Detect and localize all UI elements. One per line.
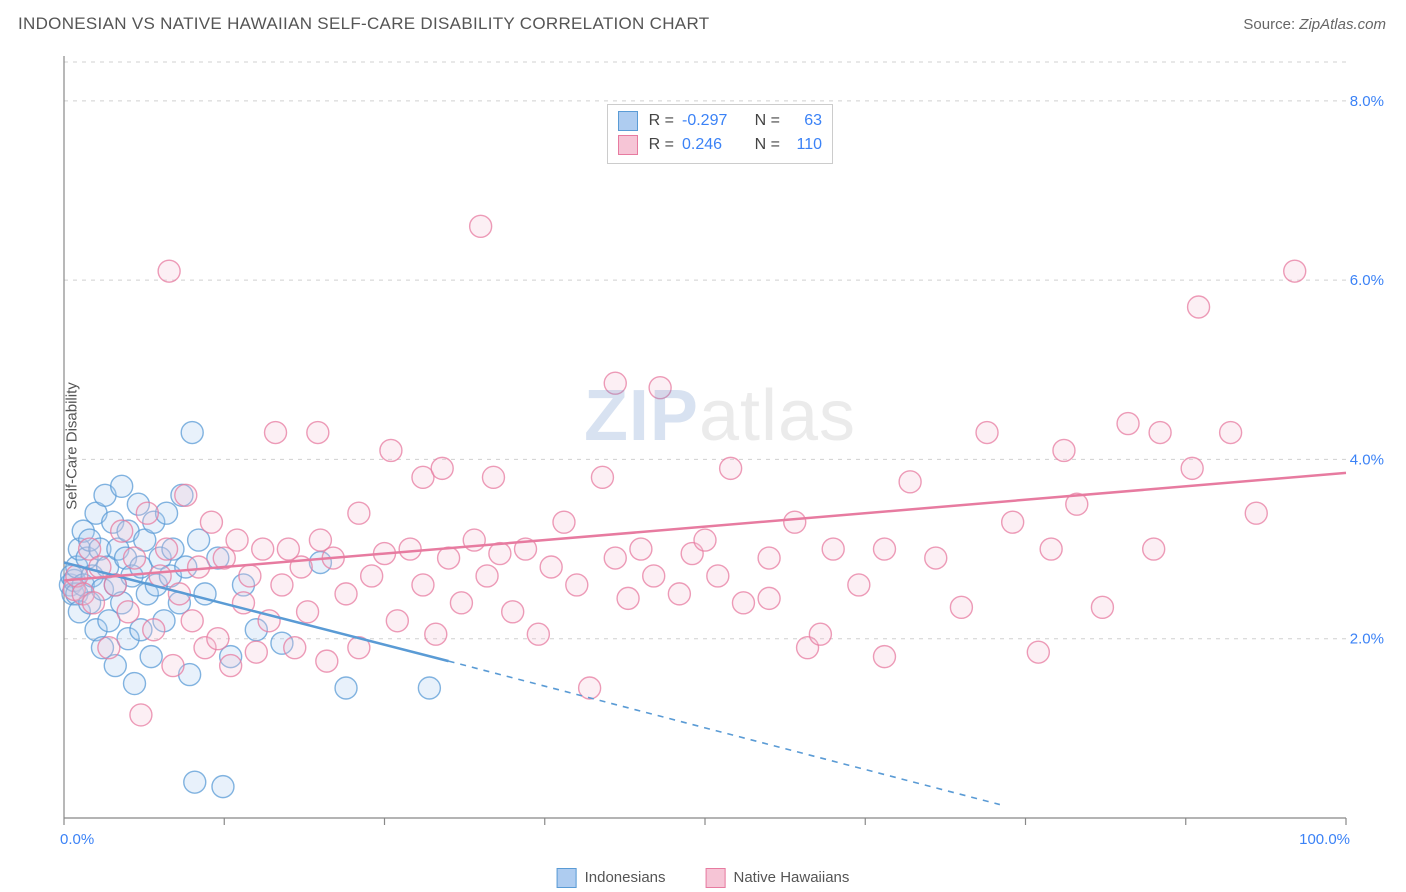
stats-n-label: N = <box>752 133 780 157</box>
svg-text:0.0%: 0.0% <box>60 831 94 848</box>
svg-text:4.0%: 4.0% <box>1350 451 1384 468</box>
stats-swatch <box>618 111 638 131</box>
stats-n-label: N = <box>752 109 780 133</box>
svg-text:2.0%: 2.0% <box>1350 631 1384 648</box>
source-label: Source: <box>1243 16 1295 33</box>
chart-title: INDONESIAN VS NATIVE HAWAIIAN SELF-CARE … <box>18 14 709 34</box>
bottom-legend: Indonesians Native Hawaiians <box>557 868 850 888</box>
stats-swatch <box>618 135 638 155</box>
stats-legend-box: R = -0.297 N = 63 R = 0.246 N = 110 <box>607 104 833 164</box>
svg-text:8.0%: 8.0% <box>1350 93 1384 110</box>
legend-item: Indonesians <box>557 868 666 888</box>
svg-text:100.0%: 100.0% <box>1299 831 1350 848</box>
chart-source: Source: ZipAtlas.com <box>1243 16 1386 33</box>
stats-r-label: R = <box>646 109 674 133</box>
legend-swatch <box>706 868 726 888</box>
chart-container: INDONESIAN VS NATIVE HAWAIIAN SELF-CARE … <box>0 0 1406 892</box>
stats-row: R = -0.297 N = 63 <box>618 109 822 133</box>
legend-item: Native Hawaiians <box>706 868 850 888</box>
legend-label: Indonesians <box>585 869 666 886</box>
stats-r-value: -0.297 <box>682 109 744 133</box>
plot-area: 0.0%100.0%2.0%4.0%6.0%8.0% ZIPatlas R =-… <box>50 48 1390 848</box>
legend-label: Native Hawaiians <box>734 869 850 886</box>
stats-n-value: 63 <box>788 109 822 133</box>
stats-r-label: R = <box>646 133 674 157</box>
stats-n-value: 110 <box>788 133 822 157</box>
source-value: ZipAtlas.com <box>1299 16 1386 33</box>
chart-header: INDONESIAN VS NATIVE HAWAIIAN SELF-CARE … <box>0 0 1406 40</box>
stats-row: R = 0.246 N = 110 <box>618 133 822 157</box>
scatter-plot-svg: 0.0% 100.0% 2.0% 4.0% 6.0% 8.0% <box>50 48 1390 848</box>
svg-text:6.0%: 6.0% <box>1350 272 1384 289</box>
stats-r-value: 0.246 <box>682 133 744 157</box>
legend-swatch <box>557 868 577 888</box>
